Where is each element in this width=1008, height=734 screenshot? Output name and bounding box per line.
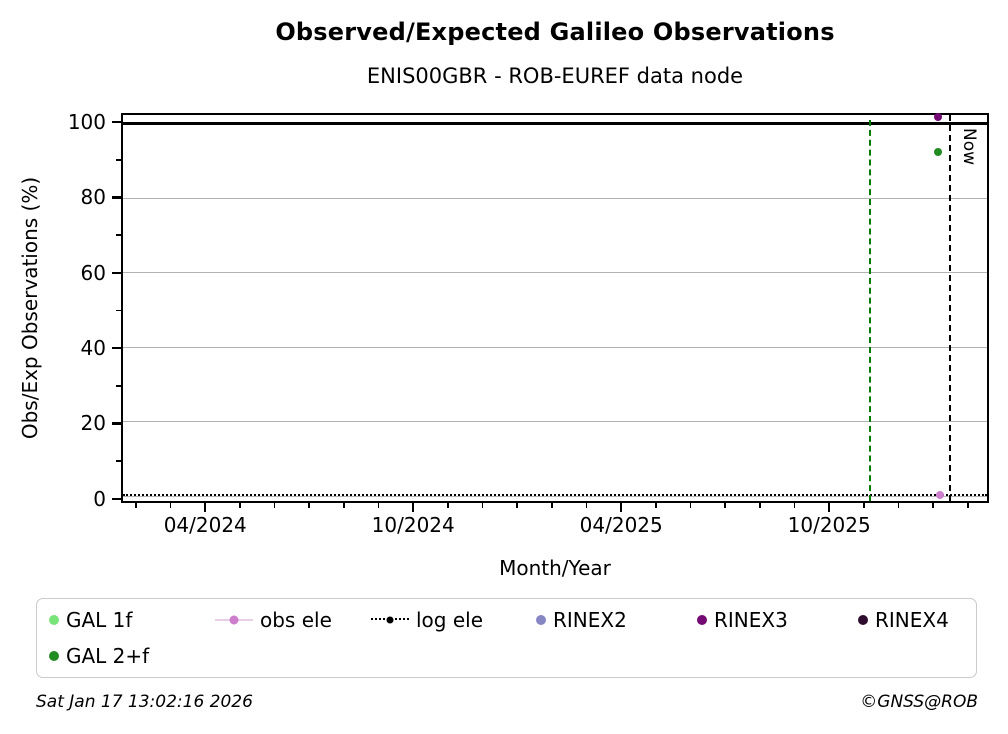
x-minor-tick [481,503,484,508]
x-minor-tick [966,503,969,508]
x-minor-tick [446,503,449,508]
legend: GAL 1f GAL 2+f obs ele log ele RINEX2 [36,598,977,678]
x-minor-tick [308,503,311,508]
x-minor-tick [724,503,727,508]
x-tick-labels: 04/2024 10/2024 04/2025 10/2025 [121,513,989,539]
x-minor-tick [516,503,519,508]
x-tick-label: 10/2024 [371,513,455,537]
x-minor-tick [793,503,796,508]
legend-label: GAL 2+f [66,644,150,668]
x-minor-tick [585,503,588,508]
y-tick-label: 100 [67,110,106,135]
y-major-tick [112,196,121,199]
gridline [123,495,987,497]
x-major-tick [203,503,207,512]
legend-label: log ele [416,608,484,632]
x-minor-tick [654,503,657,508]
copyright: ©GNSS@ROB [860,692,978,712]
y-minor-tick [116,158,121,161]
y-tick-label: 40 [80,336,106,361]
legend-item-gal-1f: GAL 1f [49,607,132,633]
footer: Sat Jan 17 13:02:16 2026 ©GNSS@ROB [36,692,978,712]
legend-label: RINEX2 [553,608,627,632]
chart-subtitle: ENIS00GBR - ROB-EUREF data node [366,64,744,88]
legend-item-obs-ele: obs ele [215,607,332,633]
x-tick-label: 04/2025 [579,513,663,537]
y-tick-label: 0 [93,486,106,511]
log-ele-line [123,493,987,496]
gal-2f-marker-icon [49,651,59,661]
vline-last-log [869,120,872,501]
x-minor-tick [377,503,380,508]
gridline [123,421,987,423]
x-major-tick [827,503,831,512]
y-minor-tick [116,234,121,236]
x-tick-label: 10/2025 [787,513,871,537]
plot-area: Now [121,112,989,503]
x-minor-tick [135,503,137,508]
y-minor-tick [116,460,121,463]
x-minor-tick [758,503,761,508]
y-tick-label: 60 [80,260,106,285]
rinex3-marker-icon [697,615,707,625]
y-major-tick [112,497,121,501]
x-tick-label: 04/2024 [163,513,247,537]
x-axis-label: Month/Year [499,556,611,580]
plot-timestamp: Sat Jan 17 13:02:16 2026 [36,692,253,712]
y-major-tick [112,346,121,350]
y-major-tick [112,271,121,275]
x-minor-tick [342,503,345,508]
x-minor-tick [689,503,692,508]
obs-ele-marker-icon [215,614,253,626]
gridline [123,197,987,199]
x-minor-tick [932,503,935,508]
y-major-tick [112,120,121,124]
y-minor-tick [116,309,121,312]
legend-item-log-ele: log ele [371,607,483,633]
legend-label: GAL 1f [66,608,133,632]
y-tick-label: 20 [80,411,106,436]
y-minor-tick [116,384,121,387]
gal-1f-marker-icon [49,615,59,625]
data-point-rinex3 [934,112,943,121]
chart-title: Observed/Expected Galileo Observations [275,18,835,46]
x-axis-ticks [121,503,989,513]
x-minor-tick [862,503,865,508]
gridline [123,346,987,348]
vline-now [948,115,951,501]
x-major-tick [619,503,623,512]
legend-item-rinex4: RINEX4 [858,607,949,633]
x-minor-tick [238,503,241,508]
legend-label: RINEX4 [875,608,949,632]
x-minor-tick [169,503,172,508]
now-annotation: Now [959,128,979,166]
x-minor-tick [273,503,276,508]
rinex4-marker-icon [858,615,868,625]
legend-item-gal-2f: GAL 2+f [49,643,149,669]
legend-label: obs ele [260,608,332,632]
legend-label: RINEX3 [714,608,788,632]
rinex2-marker-icon [536,615,546,625]
y-tick-labels: 0 20 40 60 80 100 [0,110,106,511]
hline-100 [123,122,987,126]
x-major-tick [411,503,415,512]
data-point-obs-ele [936,491,945,500]
log-ele-marker-icon [371,614,409,626]
data-point-gal-2-f [934,147,943,156]
legend-item-rinex3: RINEX3 [697,607,788,633]
y-axis-ticks [112,113,121,503]
y-tick-label: 80 [80,185,106,210]
x-minor-tick [550,503,553,508]
x-minor-tick [897,503,900,508]
y-major-tick [112,422,121,425]
gridline [123,272,987,274]
legend-item-rinex2: RINEX2 [536,607,627,633]
